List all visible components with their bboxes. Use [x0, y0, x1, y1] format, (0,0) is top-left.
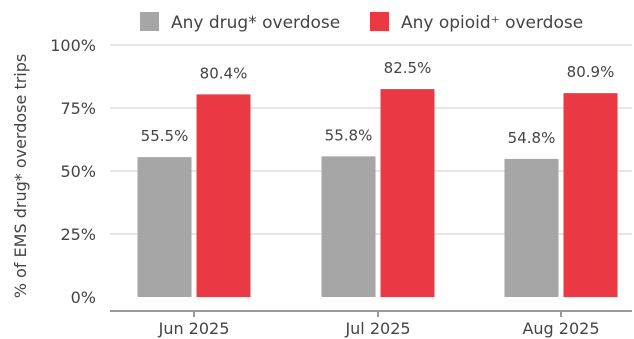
y-axis-ticks: 0% 25% 50% 75% 100%	[50, 36, 96, 307]
legend-swatch	[140, 12, 159, 31]
data-label: 55.8%	[325, 126, 373, 144]
legend: Any drug* overdose Any opioid⁺ overdose	[140, 12, 583, 33]
bar	[380, 89, 435, 297]
data-labels: 55.5% 80.4% 55.8% 82.5% 54.8% 80.9%	[141, 59, 615, 147]
x-tick-label: Aug 2025	[522, 319, 599, 338]
legend-label: Any opioid⁺ overdose	[401, 13, 583, 33]
data-label: 54.8%	[508, 129, 556, 147]
y-tick-label: 25%	[60, 225, 96, 244]
y-tick-label: 50%	[60, 162, 96, 181]
x-tick-label: Jul 2025	[344, 319, 410, 338]
y-tick-label: 100%	[50, 36, 96, 55]
data-label: 55.5%	[141, 127, 189, 145]
bar	[321, 156, 376, 297]
bars	[137, 89, 618, 298]
y-axis-label: % of EMS drug* overdose trips	[11, 54, 30, 298]
x-axis-ticks: Jun 2025 Jul 2025 Aug 2025	[158, 311, 600, 338]
bar	[504, 158, 559, 297]
y-tick-label: 0%	[71, 288, 96, 307]
bar	[196, 94, 251, 297]
bar	[563, 93, 618, 298]
data-label: 80.9%	[567, 63, 615, 81]
y-tick-label: 75%	[60, 99, 96, 118]
bar	[137, 157, 192, 297]
legend-swatch	[370, 12, 389, 31]
x-tick-label: Jun 2025	[158, 319, 230, 338]
data-label: 80.4%	[200, 64, 248, 82]
legend-label: Any drug* overdose	[171, 13, 340, 33]
data-label: 82.5%	[384, 59, 432, 77]
